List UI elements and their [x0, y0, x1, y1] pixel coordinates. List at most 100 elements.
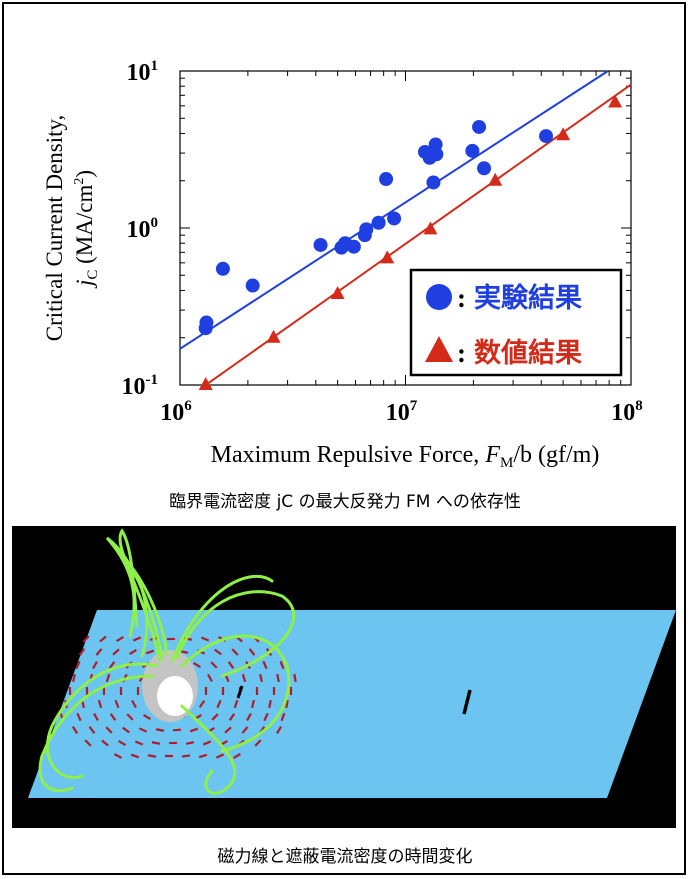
legend-triangle-marker — [425, 336, 453, 362]
y-axis-label-line2: jC (MA/cm2) — [72, 170, 101, 289]
data-point-circle — [313, 237, 328, 252]
y-axis-label-line1: Critical Current Density, — [42, 115, 67, 342]
data-point-circle — [379, 172, 394, 187]
data-point-circle — [359, 222, 374, 237]
y-tick-label: 100 — [127, 215, 159, 243]
data-point-circle — [245, 278, 260, 293]
current-arrow — [145, 649, 155, 655]
current-arrow — [105, 673, 111, 683]
current-arrow — [88, 726, 96, 734]
current-arrow — [215, 753, 225, 759]
field-line — [170, 574, 274, 663]
data-point-circle — [371, 215, 386, 230]
current-arrow — [131, 699, 137, 709]
current-arrow — [151, 741, 161, 745]
field-line — [180, 634, 291, 753]
current-arrow — [207, 673, 213, 683]
current-arrow — [241, 673, 247, 683]
data-point-triangle — [608, 94, 623, 108]
current-arrow — [108, 661, 116, 669]
current-arrow — [76, 712, 82, 722]
current-arrow — [227, 661, 235, 669]
current-arrow — [285, 699, 289, 709]
current-arrow — [211, 713, 219, 721]
sensor-mark-left — [236, 685, 244, 699]
current-arrow — [138, 727, 148, 733]
field-line — [175, 590, 296, 678]
data-point-circle — [387, 211, 402, 226]
current-arrow — [129, 648, 137, 656]
legend-circle-marker — [426, 284, 452, 310]
simulation-render — [28, 528, 676, 798]
axis-ticks — [179, 70, 632, 386]
legend-label-numerical: 数値結果 — [474, 337, 582, 369]
current-arrow — [93, 712, 99, 722]
field-line — [38, 674, 154, 793]
current-arrow — [179, 650, 189, 654]
simulation-panel — [12, 526, 676, 828]
current-arrow — [198, 753, 208, 759]
x-axis-label: Maximum Repulsive Force, FM/b (gf/m) — [211, 442, 600, 471]
current-arrow — [147, 754, 157, 758]
data-point-triangle — [198, 377, 213, 390]
x-tick-label: 106 — [160, 398, 192, 426]
current-arrow — [82, 635, 90, 643]
current-arrow — [105, 726, 113, 734]
current-arrow — [122, 726, 130, 734]
current-arrow — [259, 673, 263, 683]
current-arrow — [134, 740, 144, 746]
current-arrow — [118, 739, 126, 747]
current-arrow — [112, 648, 120, 656]
current-arrow — [114, 699, 120, 709]
current-arrow — [116, 635, 124, 643]
data-point-triangle — [380, 250, 395, 264]
data-point-circle — [472, 119, 487, 134]
current-arrow — [97, 699, 103, 709]
current-arrow — [72, 673, 76, 683]
data-point-triangle — [556, 127, 571, 141]
field-line — [45, 662, 159, 779]
current-arrow — [181, 754, 191, 758]
field-line — [118, 528, 162, 663]
x-tick-labels: 106 107 108 — [160, 398, 643, 426]
current-arrow — [101, 739, 109, 747]
chart-caption: 臨界電流密度 jC の最大反発力 FM への依存性 — [169, 492, 521, 512]
current-arrow — [233, 752, 241, 760]
current-arrow — [246, 712, 252, 722]
current-arrow — [262, 660, 268, 670]
current-arrow — [193, 661, 201, 669]
data-marks — [198, 94, 623, 390]
current-arrow — [276, 673, 280, 683]
data-point-circle — [426, 175, 441, 190]
data-point-triangle — [330, 285, 345, 299]
data-point-circle — [429, 147, 444, 162]
current-arrow — [132, 636, 142, 642]
current-arrow — [250, 699, 256, 709]
current-arrow — [224, 726, 232, 734]
superconductor-plane — [28, 610, 676, 798]
data-point-circle — [465, 143, 480, 158]
legend-label-experiment: 実験結果 — [474, 282, 582, 314]
current-arrow — [75, 660, 81, 670]
data-point-circle — [199, 315, 214, 330]
current-arrow — [268, 699, 272, 709]
legend-colon-2: : — [457, 338, 466, 368]
current-arrow — [155, 728, 165, 732]
x-tick-label: 107 — [386, 398, 418, 426]
field-line — [180, 704, 237, 795]
current-arrow — [130, 753, 140, 759]
current-arrow — [216, 699, 222, 709]
current-arrow — [172, 728, 182, 732]
current-arrow — [248, 648, 256, 656]
legend-colon-1: : — [457, 283, 466, 313]
current-arrow — [95, 648, 103, 656]
current-arrow — [113, 753, 123, 759]
current-arrow — [92, 660, 98, 670]
current-arrow — [200, 636, 210, 642]
x-tick-label: 108 — [611, 398, 643, 426]
sensor-mark-right — [462, 689, 472, 715]
current-arrow — [233, 699, 239, 709]
current-arrow — [109, 713, 117, 721]
current-arrow — [279, 660, 285, 670]
